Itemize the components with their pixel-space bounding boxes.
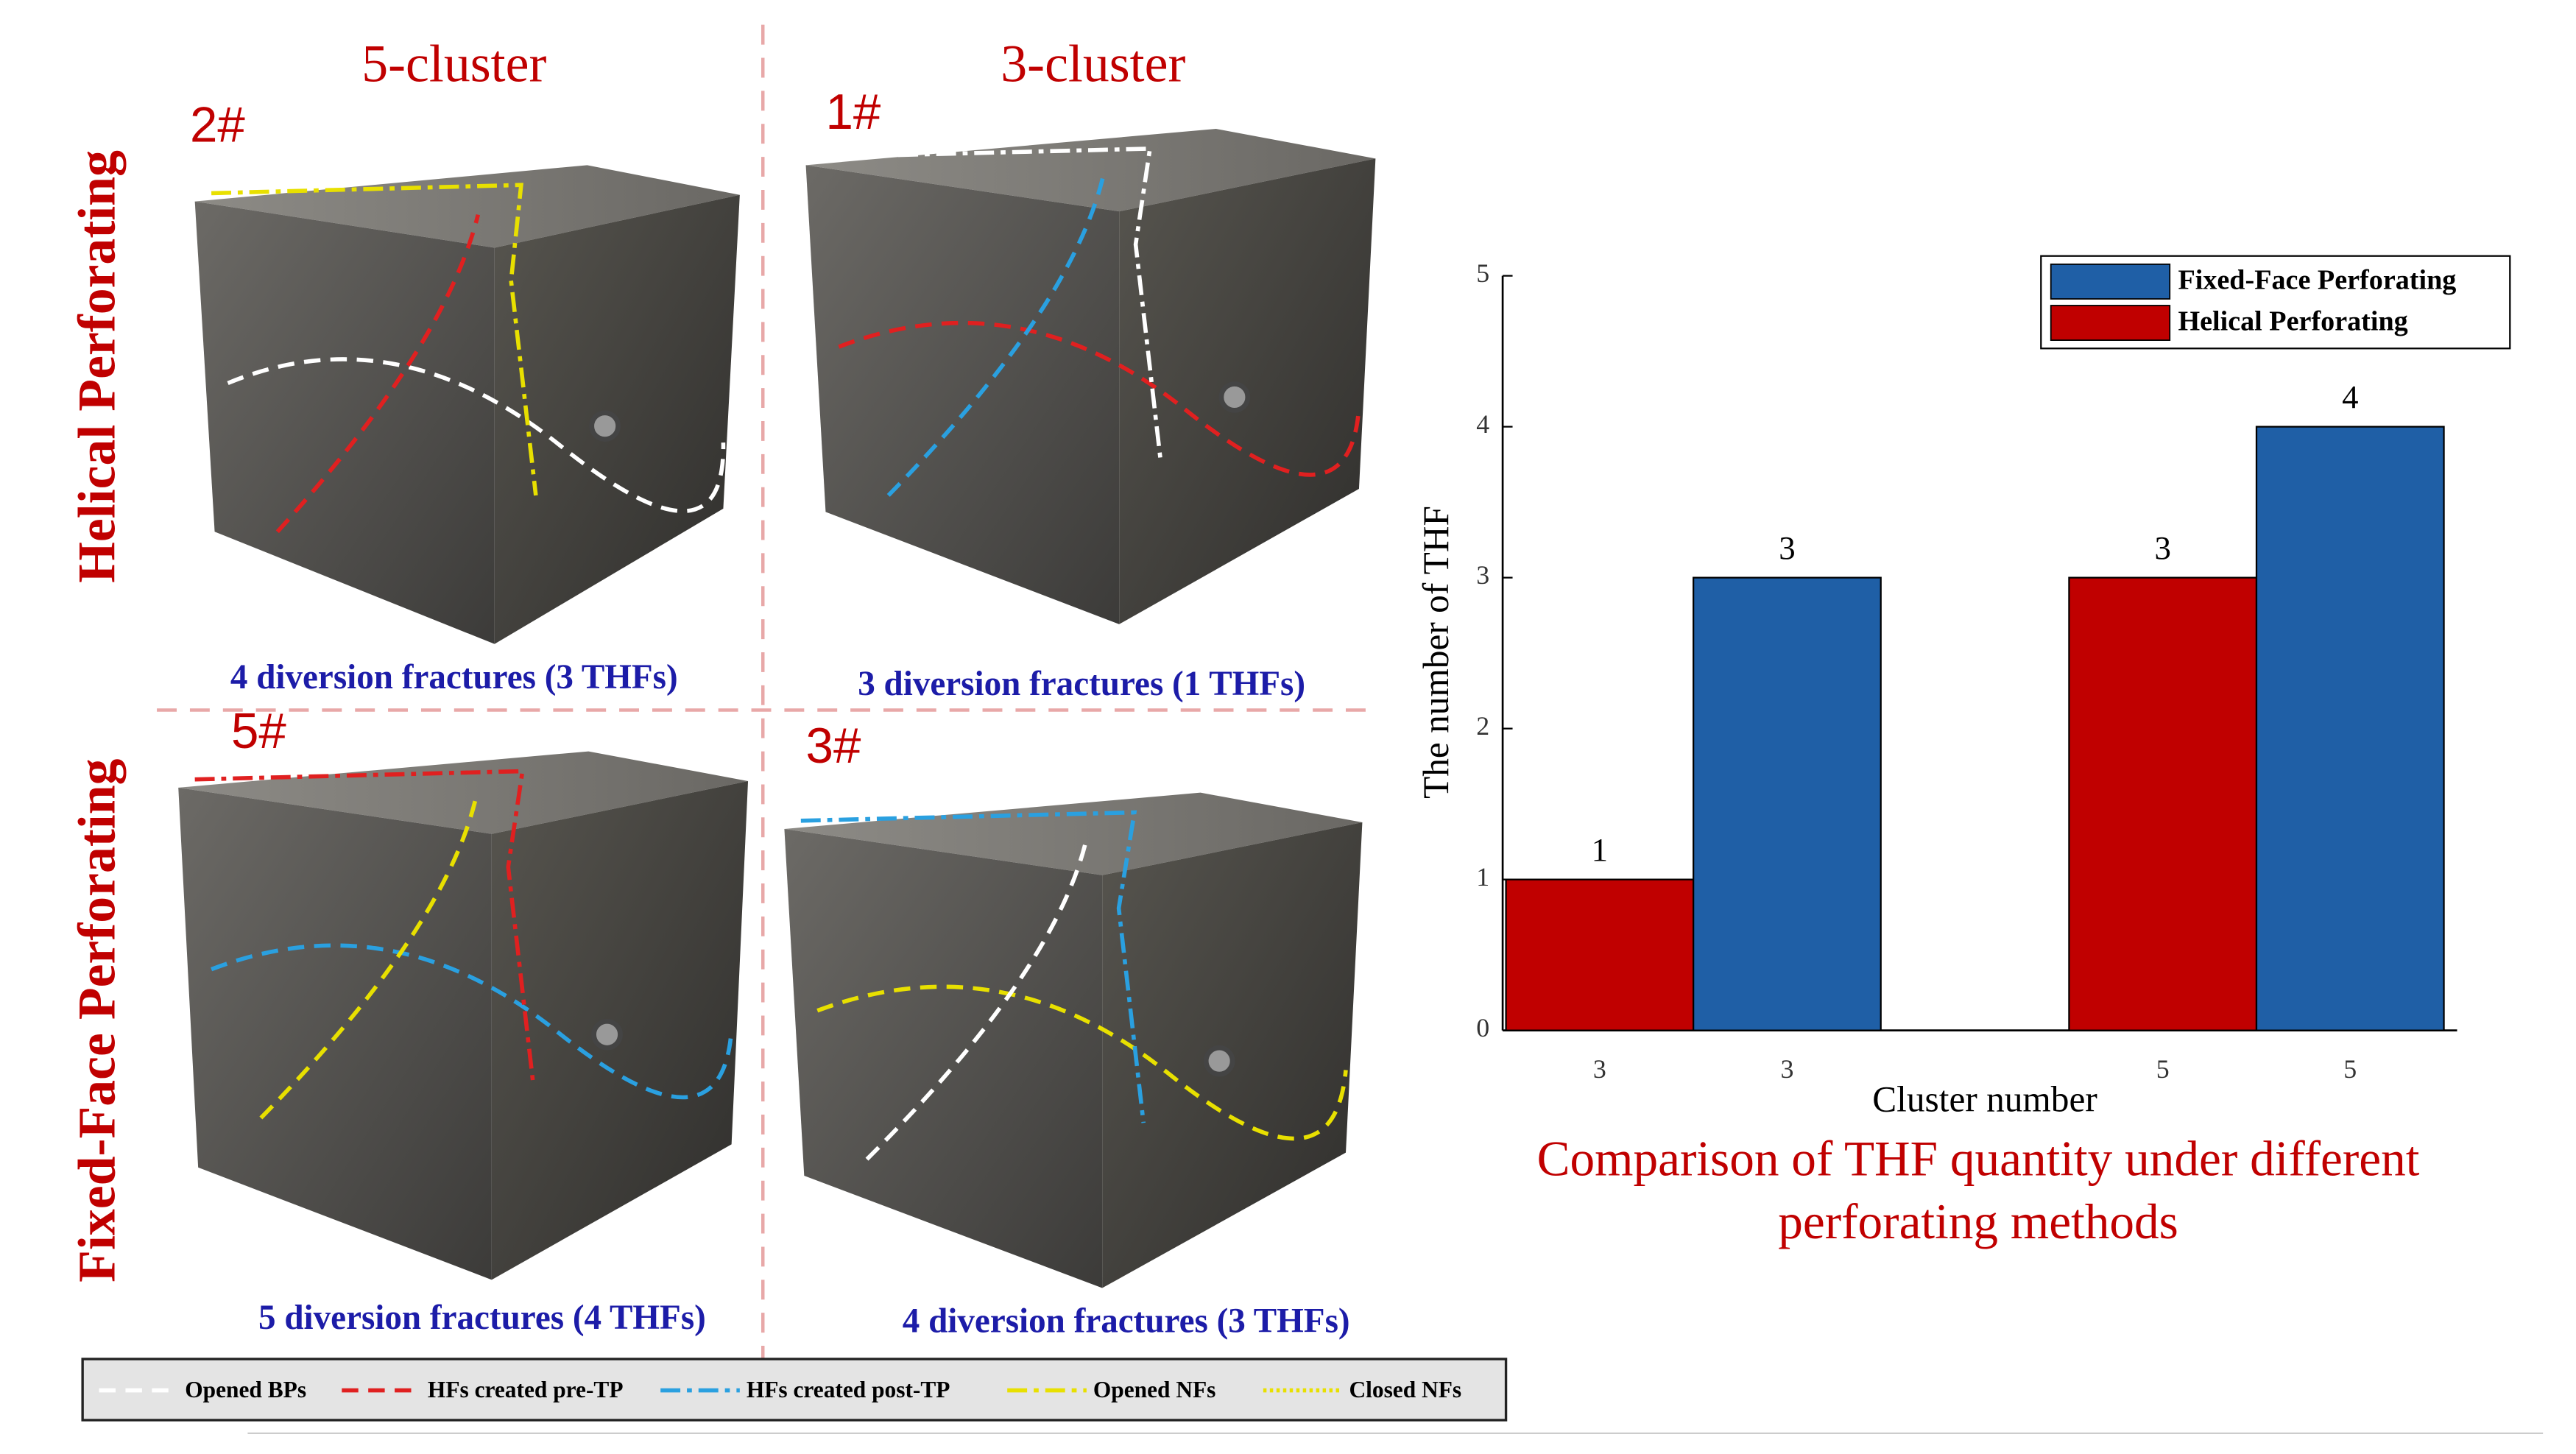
sample-caption: 4 diversion fractures (3 THFs) xyxy=(230,658,678,696)
legend-line-label: Opened BPs xyxy=(185,1377,306,1402)
legend-line-label: Closed NFs xyxy=(1349,1377,1461,1402)
y-tick-label: 4 xyxy=(1476,409,1489,439)
bar xyxy=(2068,576,2258,1031)
perforation xyxy=(591,1018,623,1051)
legend-swatch xyxy=(2050,305,2171,341)
x-tick-label: 3 xyxy=(1593,1054,1606,1084)
bar xyxy=(1693,576,1882,1031)
sample-face xyxy=(194,201,495,644)
value-label: 3 xyxy=(2154,529,2170,566)
bar xyxy=(1505,878,1695,1031)
legend-label: Fixed-Face Perforating xyxy=(2178,264,2456,295)
chart-caption: perforating methods xyxy=(1778,1194,2178,1249)
fracture-line xyxy=(211,183,538,496)
fracture-line xyxy=(865,841,1088,1161)
fracture-line xyxy=(800,810,1146,1123)
sample-top xyxy=(805,128,1376,212)
line-legend-box xyxy=(81,1358,1508,1422)
y-tick-label: 5 xyxy=(1476,258,1489,288)
y-tick-label: 3 xyxy=(1476,560,1489,590)
value-label: 4 xyxy=(2342,378,2358,415)
y-tick-label: 0 xyxy=(1476,1013,1489,1042)
sample-top xyxy=(178,751,749,834)
fracture-line xyxy=(816,984,1348,1141)
sample-face xyxy=(784,829,1103,1288)
fracture-line xyxy=(886,177,1105,497)
fracture-line xyxy=(211,943,734,1100)
y-axis-label: The number of THF xyxy=(1416,506,1456,799)
sample-face xyxy=(805,165,1120,624)
sample-top xyxy=(194,165,740,248)
sample-top xyxy=(784,792,1363,875)
perforation xyxy=(1218,381,1251,413)
y-tick-label: 1 xyxy=(1476,862,1489,892)
fracture-line xyxy=(259,800,478,1120)
sample-face xyxy=(178,787,492,1280)
column-title: 5-cluster xyxy=(361,35,546,93)
fracture-line xyxy=(822,147,1163,459)
perforation xyxy=(1203,1045,1235,1077)
sample-caption: 3 diversion fractures (1 THFs) xyxy=(858,665,1305,703)
legend-label: Helical Perforating xyxy=(2178,306,2407,336)
perforation xyxy=(589,410,621,442)
fracture-line xyxy=(194,769,535,1082)
bar xyxy=(2255,426,2445,1031)
column-title: 3-cluster xyxy=(1001,35,1185,93)
sample-id: 2# xyxy=(190,98,245,153)
sample-id: 5# xyxy=(231,704,286,759)
fracture-line xyxy=(227,357,726,514)
value-label: 3 xyxy=(1779,529,1795,566)
x-tick-label: 5 xyxy=(2156,1054,2170,1084)
legend-line-label: HFs created pre-TP xyxy=(428,1377,624,1402)
fracture-line xyxy=(275,213,481,534)
sample-id: 3# xyxy=(806,719,861,774)
fracture-line xyxy=(838,320,1361,477)
sample-caption: 4 diversion fractures (3 THFs) xyxy=(903,1302,1350,1341)
sample-caption: 5 diversion fractures (4 THFs) xyxy=(258,1299,706,1337)
x-tick-label: 5 xyxy=(2343,1054,2357,1084)
x-tick-label: 3 xyxy=(1780,1054,1793,1084)
row-title: Fixed-Face Perforating xyxy=(68,758,127,1282)
chart-caption: Comparison of THF quantity under differe… xyxy=(1537,1132,2420,1187)
row-title: Helical Perforating xyxy=(68,150,127,583)
legend-line-label: Opened NFs xyxy=(1093,1377,1216,1402)
x-axis-label: Cluster number xyxy=(1872,1079,2097,1120)
legend-line-label: HFs created post-TP xyxy=(747,1377,950,1402)
y-tick-label: 2 xyxy=(1476,711,1489,741)
sample-id: 1# xyxy=(825,85,881,140)
value-label: 1 xyxy=(1592,831,1608,868)
legend-swatch xyxy=(2050,264,2171,300)
